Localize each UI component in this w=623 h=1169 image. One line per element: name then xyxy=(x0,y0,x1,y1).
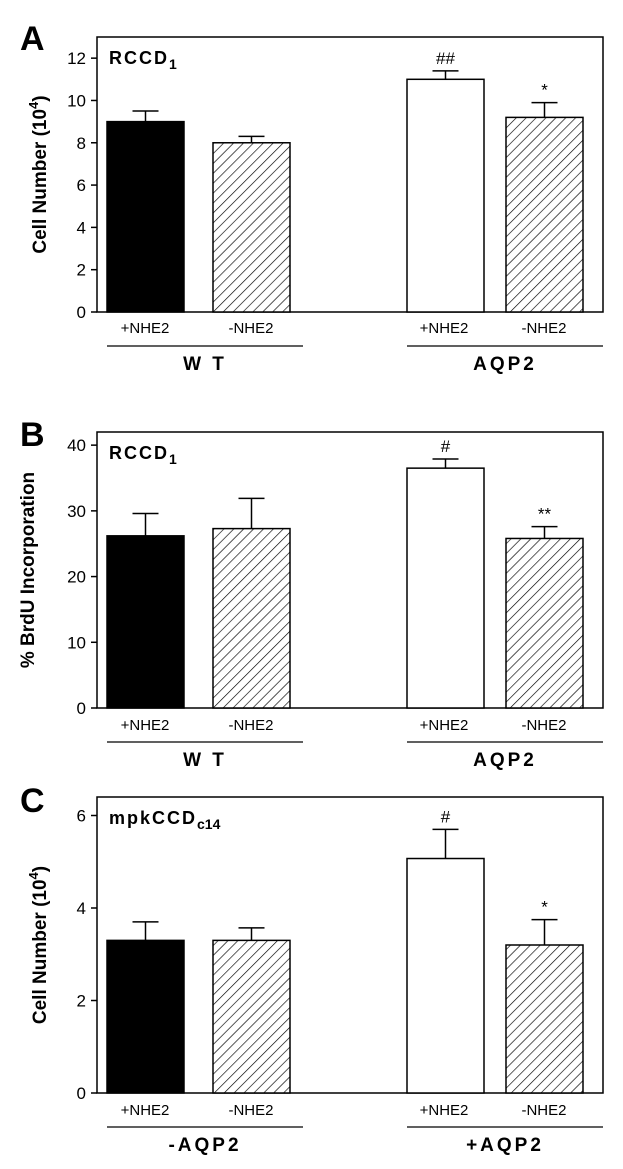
bar-1 xyxy=(106,120,185,313)
significance-mark: # xyxy=(441,437,451,456)
category-label: +NHE2 xyxy=(420,717,469,734)
y-tick-label: 2 xyxy=(77,992,86,1011)
bar-2 xyxy=(212,527,291,709)
y-tick-label: 0 xyxy=(77,303,86,322)
group-label: +AQP2 xyxy=(466,1135,544,1156)
y-tick-label: 10 xyxy=(67,91,86,110)
bar-4 xyxy=(505,944,584,1094)
cell-line-label: RCCD1 xyxy=(109,443,177,467)
cell-line-label: mpkCCDc14 xyxy=(109,808,221,832)
panel-b: B 0 10 20 30 40 % BrdU Incorporation RCCD1 # ** +N… xyxy=(18,416,604,771)
y-tick-label: 4 xyxy=(77,899,86,918)
group-label: W T xyxy=(183,750,227,771)
y-axis-label: Cell Number (104) xyxy=(26,95,51,253)
bar-4 xyxy=(505,116,584,313)
y-tick-label: 6 xyxy=(77,176,86,195)
y-tick-label: 4 xyxy=(77,218,86,237)
group-label: -AQP2 xyxy=(168,1135,241,1156)
plot-frame xyxy=(96,431,604,709)
category-label: +NHE2 xyxy=(121,1102,170,1119)
panel-a: A 0 2 4 6 8 10 12 Cell Number (104) RCCD1 ## * +NHE2… xyxy=(20,20,604,375)
y-tick-label: 8 xyxy=(77,134,86,153)
y-tick-label: 0 xyxy=(77,1084,86,1103)
y-axis-label: Cell Number (104) xyxy=(26,866,51,1024)
y-tick-label: 6 xyxy=(77,807,86,826)
plot-frame xyxy=(96,36,604,313)
category-label: -NHE2 xyxy=(228,320,273,337)
cell-line-label: RCCD1 xyxy=(109,48,177,72)
category-label: -NHE2 xyxy=(521,717,566,734)
bar-2 xyxy=(212,142,291,313)
category-label: +NHE2 xyxy=(121,717,170,734)
bar-3 xyxy=(406,857,485,1094)
category-label: -NHE2 xyxy=(228,1102,273,1119)
plot-frame xyxy=(96,796,604,1094)
y-axis-label: % BrdU Incorporation xyxy=(18,472,39,668)
y-tick-label: 10 xyxy=(67,633,86,652)
category-label: -NHE2 xyxy=(521,320,566,337)
y-tick-label: 0 xyxy=(77,699,86,718)
y-tick-label: 40 xyxy=(67,436,86,455)
category-label: +NHE2 xyxy=(420,1102,469,1119)
significance-mark: * xyxy=(541,898,548,917)
significance-mark: ** xyxy=(538,505,552,524)
significance-mark: ## xyxy=(436,49,455,68)
bar-3 xyxy=(406,78,485,313)
panel-letter: A xyxy=(20,20,45,58)
group-label: W T xyxy=(183,354,227,375)
panel-letter: B xyxy=(20,416,45,454)
bar-1 xyxy=(106,535,185,709)
bar-2 xyxy=(212,939,291,1094)
bar-1 xyxy=(106,939,185,1094)
bar-4 xyxy=(505,537,584,709)
y-tick-label: 20 xyxy=(67,568,86,587)
significance-mark: # xyxy=(441,807,451,826)
panel-letter: C xyxy=(20,782,45,820)
significance-mark: * xyxy=(541,81,548,100)
bar-3 xyxy=(406,467,485,709)
category-label: -NHE2 xyxy=(521,1102,566,1119)
y-tick-label: 2 xyxy=(77,261,86,280)
category-label: -NHE2 xyxy=(228,717,273,734)
y-tick-label: 12 xyxy=(67,49,86,68)
y-tick-label: 30 xyxy=(67,502,86,521)
group-label: AQP2 xyxy=(473,750,537,771)
category-label: +NHE2 xyxy=(420,320,469,337)
category-label: +NHE2 xyxy=(121,320,170,337)
group-label: AQP2 xyxy=(473,354,537,375)
panel-c: C 0 2 4 6 Cell Number (104) mpkCCDc14 # * +NHE2 -N… xyxy=(20,782,604,1156)
